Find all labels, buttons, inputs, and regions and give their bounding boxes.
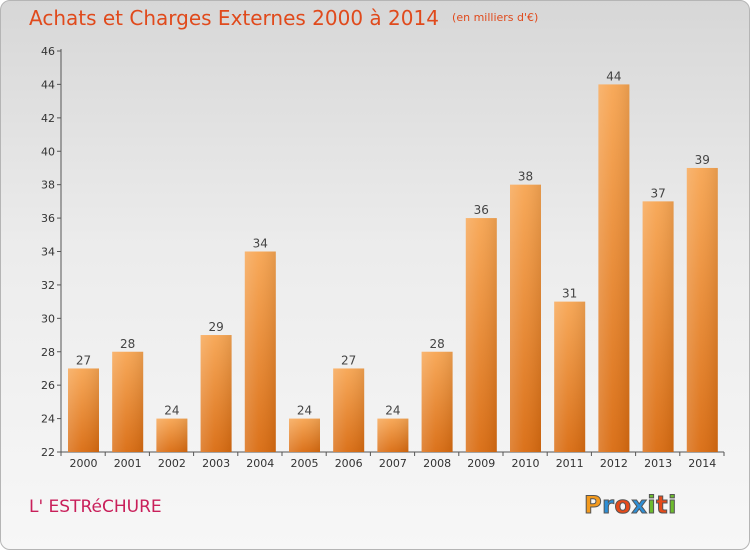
logo-letter: t	[656, 491, 669, 520]
data-label: 38	[518, 170, 533, 184]
y-tick-label: 34	[41, 246, 55, 259]
data-label: 27	[76, 353, 91, 367]
y-tick-label: 32	[41, 279, 55, 292]
x-tick-label: 2008	[423, 457, 451, 470]
data-label: 24	[385, 404, 400, 418]
data-label: 29	[208, 320, 223, 334]
logo-letter: r	[602, 491, 615, 520]
y-tick-label: 30	[41, 312, 55, 325]
x-tick-label: 2011	[556, 457, 584, 470]
bar-shine	[554, 301, 586, 452]
data-label: 24	[164, 404, 179, 418]
data-label: 28	[120, 337, 135, 351]
x-tick-label: 2004	[246, 457, 274, 470]
y-tick-label: 24	[41, 413, 55, 426]
bar-shine	[289, 418, 320, 452]
bar-shine	[510, 184, 541, 452]
bar-shine	[244, 251, 276, 452]
logo-letter: o	[614, 491, 632, 520]
x-tick-label: 2009	[467, 457, 495, 470]
bar-shine	[421, 351, 453, 452]
logo-letter: i	[668, 491, 677, 520]
y-tick-label: 42	[41, 112, 55, 125]
x-tick-label: 2003	[202, 457, 230, 470]
bar-shine	[377, 418, 409, 452]
proxiti-logo: Proxiti	[583, 491, 677, 520]
data-label: 34	[253, 237, 268, 251]
axes: 22 24 26 28 30 32 34 36 38 40 42 44 46	[41, 45, 725, 459]
data-label: 31	[562, 287, 577, 301]
x-tick-label: 2013	[644, 457, 672, 470]
chart-title: Achats et Charges Externes 2000 à 2014	[29, 6, 439, 30]
y-tick-label: 38	[41, 179, 55, 192]
data-label: 37	[650, 186, 665, 200]
x-tick-label: 2005	[291, 457, 319, 470]
logo-letter: P	[583, 491, 603, 520]
data-label: 39	[695, 153, 710, 167]
chart-unit: (en milliers d'€)	[452, 11, 539, 24]
bar-shine	[156, 418, 188, 452]
x-tick-label: 2002	[158, 457, 186, 470]
x-tick-label: 2006	[335, 457, 363, 470]
bar-shine	[200, 335, 232, 452]
x-tick-label: 2000	[70, 457, 98, 470]
bar-shine	[642, 201, 674, 452]
y-tick-label: 36	[41, 212, 55, 225]
logo-letter: x	[631, 491, 648, 520]
data-label: 28	[429, 337, 444, 351]
y-tick-label: 44	[41, 78, 55, 91]
x-tick-label: 2014	[688, 457, 716, 470]
data-label: 27	[341, 353, 356, 367]
bar-shine	[68, 368, 99, 452]
bar-shine	[112, 351, 144, 452]
logo-letter: i	[647, 491, 657, 520]
commune-name: L' ESTRéCHURE	[29, 497, 162, 517]
data-label: 24	[297, 404, 312, 418]
y-tick-label: 28	[41, 346, 55, 359]
x-tick-label: 2012	[600, 457, 628, 470]
y-tick-label: 22	[41, 446, 55, 459]
bar-shine	[598, 84, 630, 453]
bar-shine	[686, 167, 718, 453]
bar-shine	[333, 368, 365, 452]
bars	[68, 84, 718, 453]
x-tick-label: 2010	[512, 457, 540, 470]
title-row: Achats et Charges Externes 2000 à 2014 (…	[29, 6, 538, 30]
bar-shine	[465, 218, 497, 452]
data-label: 36	[474, 203, 489, 217]
y-tick-label: 46	[41, 45, 55, 58]
data-label: 44	[606, 69, 621, 83]
y-tick-label: 26	[41, 379, 55, 392]
x-tick-label: 2007	[379, 457, 407, 470]
x-tick-label: 2001	[114, 457, 142, 470]
y-tick-label: 40	[41, 145, 55, 158]
labels: 27 2000 28 2001 24 2002 29 2003 34 2004 24 2005 27 20…	[70, 69, 717, 470]
